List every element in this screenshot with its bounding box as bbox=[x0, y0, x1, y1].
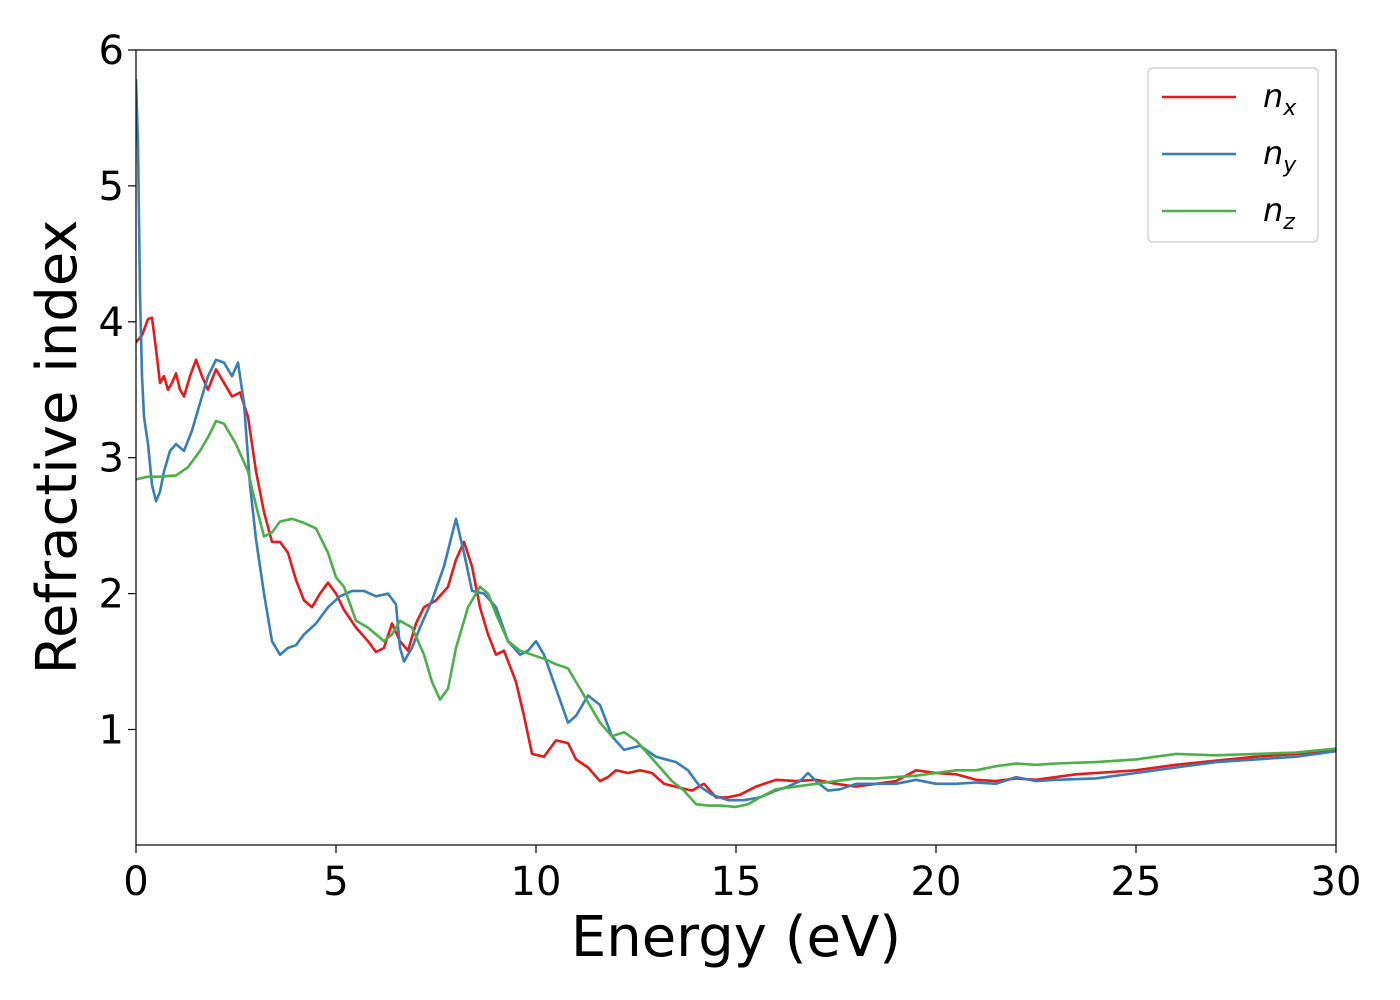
y-axis-label: Refractive index bbox=[25, 220, 90, 675]
x-axis-label: Energy (eV) bbox=[571, 905, 901, 970]
y-tick-label: 3 bbox=[99, 436, 124, 482]
x-tick-label: 15 bbox=[711, 859, 762, 905]
series-line-nx bbox=[136, 316, 1336, 799]
y-tick-label: 6 bbox=[99, 28, 124, 74]
y-tick-label: 1 bbox=[99, 707, 124, 753]
x-tick-label: 30 bbox=[1311, 859, 1362, 905]
x-tick-label: 25 bbox=[1111, 859, 1162, 905]
y-axis-ticks: 1 2 3 4 5 6 bbox=[99, 28, 136, 753]
x-tick-label: 20 bbox=[911, 859, 962, 905]
x-axis-ticks: 0 5 10 15 20 25 30 bbox=[123, 845, 1361, 905]
y-tick-label: 4 bbox=[99, 300, 124, 346]
x-tick-label: 10 bbox=[511, 859, 562, 905]
y-tick-label: 2 bbox=[99, 572, 124, 618]
series-layer bbox=[136, 78, 1336, 809]
y-tick-label: 5 bbox=[99, 164, 124, 210]
x-tick-label: 5 bbox=[323, 859, 348, 905]
series-line-nz bbox=[136, 419, 1336, 809]
x-tick-label: 0 bbox=[123, 859, 148, 905]
